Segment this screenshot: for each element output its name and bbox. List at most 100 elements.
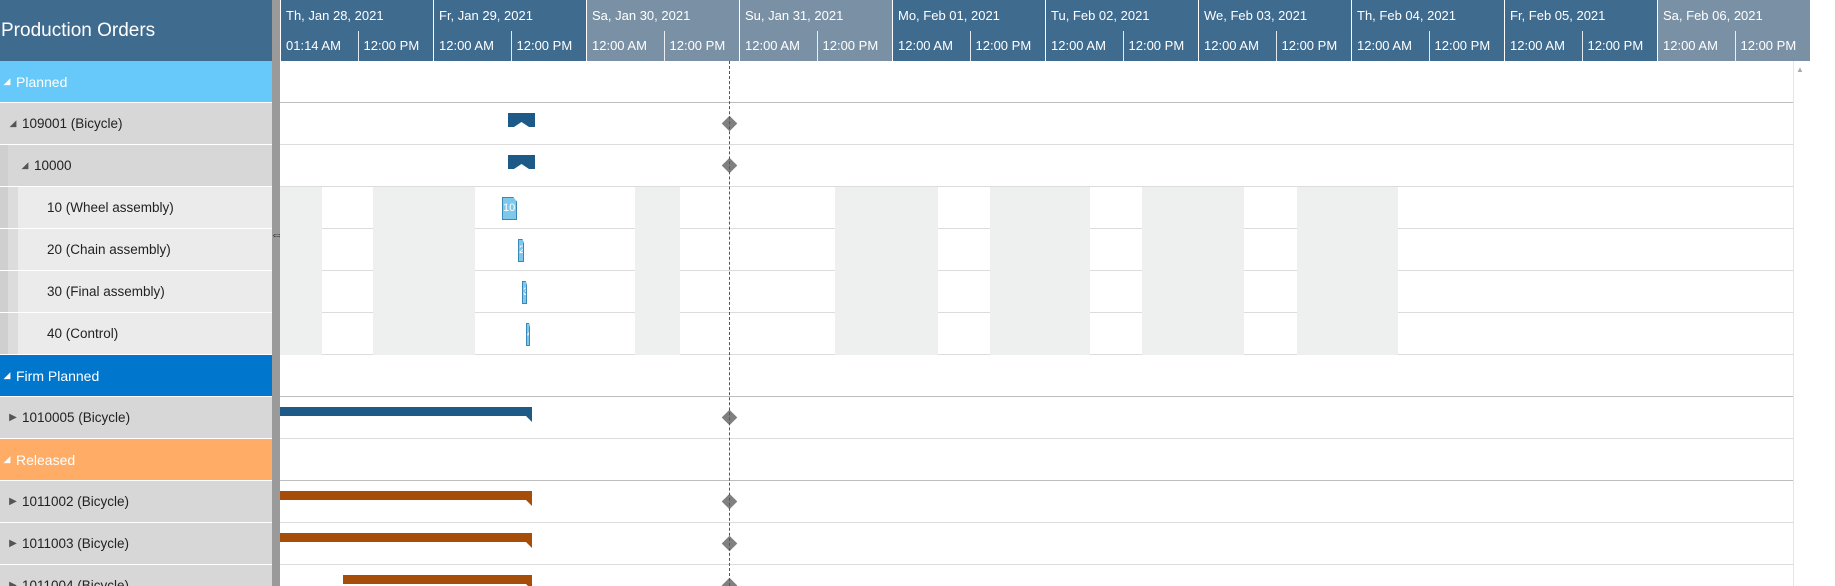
order-row[interactable]: ◢ 109001 (Bicycle): [0, 103, 272, 145]
bar-end-notch: [526, 416, 532, 422]
nonworking-shade: [1142, 313, 1244, 355]
group-row-firm[interactable]: ◢ Firm Planned: [0, 355, 272, 397]
scroll-up-icon[interactable]: ▲: [1796, 65, 1804, 74]
timeline-day-label: Th, Feb 04, 2021: [1357, 8, 1457, 23]
operation-task-bar[interactable]: 10: [502, 197, 517, 220]
nonworking-shade: [373, 187, 475, 229]
timeline-time-label: 12:00 AM: [439, 38, 494, 53]
order-row[interactable]: ▶ 1011003 (Bicycle): [0, 523, 272, 565]
timeline-day: Th, Feb 04, 2021 12:00 AM 12:00 PM: [1351, 0, 1504, 61]
timeline-day-label: We, Feb 03, 2021: [1204, 8, 1308, 23]
order-bar[interactable]: [280, 491, 532, 506]
timeline-time-label: 12:00 PM: [1740, 38, 1797, 53]
operation-row[interactable]: 20 (Chain assembly): [0, 229, 272, 271]
nonworking-shade: [1142, 229, 1244, 271]
gantt-row: [280, 397, 1793, 439]
order-bar[interactable]: [280, 407, 532, 422]
operation-row[interactable]: 30 (Final assembly): [0, 271, 272, 313]
timeline-header: Th, Jan 28, 2021 01:14 AM 12:00 PM Fr, Jan …: [280, 0, 1810, 61]
expand-caret-icon[interactable]: ◢: [21, 160, 29, 170]
summary-bar[interactable]: [508, 113, 535, 127]
nonworking-shade: [635, 313, 680, 355]
tree-row-label: Firm Planned: [16, 367, 100, 384]
nonworking-shade: [990, 187, 1090, 229]
nonworking-shade: [835, 187, 938, 229]
expand-caret-icon[interactable]: ◢: [3, 454, 11, 464]
nonworking-shade: [373, 229, 475, 271]
nonworking-shade: [1297, 229, 1398, 271]
gantt-grid: 1020 30 40: [280, 61, 1793, 586]
gantt-row: [280, 145, 1793, 187]
tree-indent-rail: [0, 271, 8, 312]
bar-end-notch: [526, 542, 532, 548]
expand-caret-icon[interactable]: ◢: [3, 370, 11, 380]
timeline-time-label: 12:00 AM: [745, 38, 800, 53]
nonworking-shade: [1297, 313, 1398, 355]
collapse-caret-icon[interactable]: ▶: [9, 412, 17, 423]
nonworking-shade: [635, 271, 680, 313]
collapse-caret-icon[interactable]: ▶: [9, 496, 17, 507]
nonworking-shade: [835, 313, 938, 355]
expand-caret-icon[interactable]: ◢: [9, 118, 17, 128]
gantt-row: [280, 481, 1793, 523]
summary-bar[interactable]: [508, 155, 535, 169]
operation-task-bar[interactable]: 30: [522, 281, 527, 304]
bar-end-notch: [526, 584, 532, 586]
timeline-time-label: 12:00 AM: [1663, 38, 1718, 53]
operation-task-bar[interactable]: 20: [518, 239, 524, 262]
nonworking-shade: [373, 271, 475, 313]
tree-indent-rail: [0, 229, 8, 270]
collapse-caret-icon[interactable]: ▶: [9, 538, 17, 549]
order-bar[interactable]: [280, 533, 532, 548]
tree-row-label: 109001 (Bicycle): [22, 116, 123, 131]
timeline-day: Su, Jan 31, 2021 12:00 AM 12:00 PM: [739, 0, 892, 61]
gantt-row: [280, 61, 1793, 103]
order-row[interactable]: ▶ 1011004 (Bicycle): [0, 565, 272, 586]
gantt-row: [280, 439, 1793, 481]
current-date-line: [729, 61, 730, 586]
gantt-row: 40: [280, 313, 1793, 355]
tree-row-label: 40 (Control): [47, 326, 119, 341]
timeline-half-tick: [1122, 31, 1124, 61]
gantt-row: [280, 565, 1793, 586]
timeline-half-tick: [969, 31, 971, 61]
gantt-row: 10: [280, 187, 1793, 229]
nonworking-shade: [835, 271, 938, 313]
order-row[interactable]: ▶ 1010005 (Bicycle): [0, 397, 272, 439]
operation-task-bar[interactable]: 40: [526, 323, 530, 346]
order-bar[interactable]: [343, 575, 532, 586]
nonworking-shade: [1297, 187, 1398, 229]
timeline-time-label: 12:00 PM: [669, 38, 726, 53]
gantt-row: [280, 103, 1793, 145]
group-row-released[interactable]: ◢ Released: [0, 439, 272, 481]
operation-row[interactable]: 40 (Control): [0, 313, 272, 355]
expand-caret-icon[interactable]: ◢: [3, 76, 11, 86]
timeline-time-label: 12:00 AM: [1510, 38, 1565, 53]
operation-row[interactable]: 10 (Wheel assembly): [0, 187, 272, 229]
timeline-day-label: Fr, Jan 29, 2021: [439, 8, 533, 23]
tree-indent-rail: [8, 229, 18, 270]
tree-panel: ◢ Planned ◢ 109001 (Bicycle) ◢ 10000 10 (Wheel…: [0, 61, 272, 586]
order-row[interactable]: ◢ 10000: [0, 145, 272, 187]
nonworking-shade: [1142, 271, 1244, 313]
tree-row-label: 1011004 (Bicycle): [22, 578, 130, 586]
group-row-planned[interactable]: ◢ Planned: [0, 61, 272, 103]
nonworking-shade: [635, 229, 680, 271]
timeline-time-label: 12:00 PM: [1587, 38, 1644, 53]
timeline-day: Fr, Feb 05, 2021 12:00 AM 12:00 PM: [1504, 0, 1657, 61]
bar-end-notch: [526, 500, 532, 506]
tree-indent-rail: [0, 145, 8, 186]
tree-row-label: 1011002 (Bicycle): [22, 494, 130, 509]
timeline-time-label: 01:14 AM: [286, 38, 341, 53]
nonworking-shade: [635, 187, 680, 229]
timeline-day-label: Mo, Feb 01, 2021: [898, 8, 1000, 23]
tree-row-label: 10000: [34, 158, 72, 173]
order-row[interactable]: ▶ 1011002 (Bicycle): [0, 481, 272, 523]
vertical-scrollbar[interactable]: ▲: [1793, 61, 1806, 586]
timeline-day-label: Su, Jan 31, 2021: [745, 8, 844, 23]
collapse-caret-icon[interactable]: ▶: [9, 580, 17, 586]
timeline-day: Sa, Jan 30, 2021 12:00 AM 12:00 PM: [586, 0, 739, 61]
gantt-row: 20: [280, 229, 1793, 271]
timeline-half-tick: [510, 31, 512, 61]
panel-splitter[interactable]: [272, 0, 280, 586]
